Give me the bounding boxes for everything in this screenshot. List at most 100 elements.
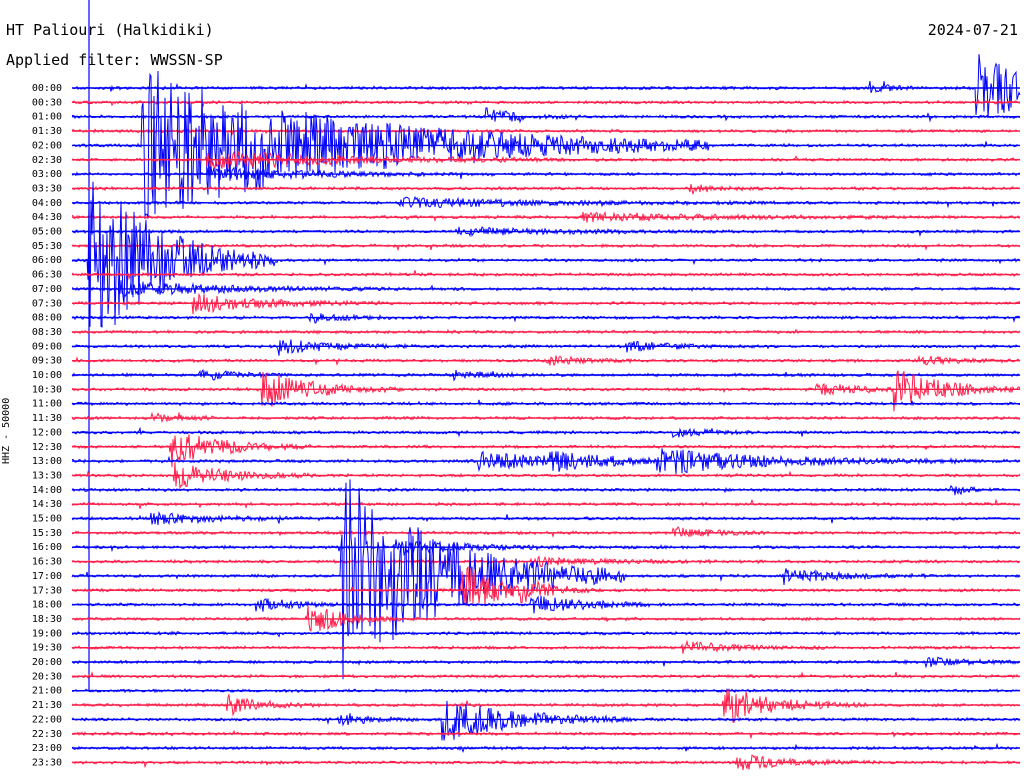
trace-path: [71, 498, 1021, 509]
time-label: 11:30: [32, 413, 62, 424]
time-label: 07:00: [32, 284, 62, 295]
trace-line: [71, 729, 1021, 740]
trace-line: [71, 166, 1021, 181]
time-label: 10:00: [32, 370, 62, 381]
trace-path: [71, 605, 1021, 632]
trace-line: [71, 411, 1020, 424]
time-label: 02:30: [32, 155, 62, 166]
trace-path: [71, 555, 1021, 568]
trace-path: [71, 399, 1020, 407]
time-label: 16:00: [32, 542, 62, 553]
trace-line: [71, 742, 1021, 754]
trace-path: [71, 370, 1021, 412]
time-label: 17:30: [32, 585, 62, 596]
time-label: 13:00: [32, 456, 62, 467]
time-label: 11:00: [32, 399, 62, 410]
trace-path: [71, 630, 1021, 638]
time-label: 17:00: [32, 571, 62, 582]
time-label: 19:30: [32, 643, 62, 654]
trace-path: [71, 107, 1021, 124]
time-label: 09:00: [32, 341, 62, 352]
trace-line: [71, 498, 1021, 509]
trace-line: [71, 565, 1021, 606]
trace-line: [71, 328, 1021, 335]
time-label: 07:30: [32, 298, 62, 309]
trace-line: [71, 656, 1021, 669]
time-label: 08:30: [32, 327, 62, 338]
trace-line: [71, 195, 1021, 209]
time-label: 23:00: [32, 743, 62, 754]
trace-line: [71, 484, 1021, 496]
time-label: 09:30: [32, 356, 62, 367]
time-label: 12:00: [32, 427, 62, 438]
filter-subtitle: Applied filter: WWSSN-SP: [6, 51, 223, 69]
trace-path: [71, 339, 1021, 356]
trace-path: [71, 479, 1021, 680]
time-label: 06:00: [32, 255, 62, 266]
trace-line: [71, 181, 1021, 328]
trace-line: [71, 526, 1021, 539]
trace-line: [71, 313, 1021, 324]
time-label: 03:00: [32, 169, 62, 180]
trace-line: [71, 292, 1021, 315]
time-label: 19:00: [32, 628, 62, 639]
trace-line: [71, 184, 1021, 195]
trace-line: [71, 270, 1021, 281]
time-label: 18:30: [32, 614, 62, 625]
trace-line: [71, 70, 1021, 219]
time-label: 04:00: [32, 198, 62, 209]
trace-line: [71, 426, 1021, 439]
trace-line: [71, 754, 1021, 771]
time-label: 13:30: [32, 470, 62, 481]
time-label: 05:30: [32, 241, 62, 252]
time-label: 22:00: [32, 714, 62, 725]
trace-path: [71, 484, 1021, 496]
trace-path: [71, 70, 1021, 219]
trace-path: [71, 166, 1021, 181]
time-label: 18:00: [32, 600, 62, 611]
trace-line: [71, 280, 1021, 298]
trace-line: [71, 54, 1021, 119]
trace-line: [71, 434, 1021, 468]
time-label: 03:30: [32, 183, 62, 194]
time-label: 15:30: [32, 528, 62, 539]
time-label: 20:00: [32, 657, 62, 668]
trace-line: [71, 639, 1021, 654]
trace-line: [71, 370, 1021, 412]
time-label: 12:30: [32, 442, 62, 453]
trace-line: [71, 462, 1021, 490]
trace-line: [71, 99, 1020, 107]
trace-line: [71, 555, 1021, 568]
trace-line: [71, 150, 1021, 170]
trace-path: [71, 700, 1021, 741]
trace-line: [71, 700, 1021, 741]
time-label: 00:30: [32, 97, 62, 108]
trace-path: [71, 292, 1021, 315]
trace-path: [71, 54, 1021, 119]
time-label: 14:30: [32, 499, 62, 510]
station-title: HT Paliouri (Halkidiki): [6, 21, 214, 39]
time-label: 04:30: [32, 212, 62, 223]
trace-line: [71, 479, 1021, 680]
trace-line: [71, 689, 1021, 723]
time-label: 23:30: [32, 757, 62, 768]
trace-line: [71, 226, 1021, 238]
trace-line: [71, 630, 1021, 638]
trace-line: [71, 605, 1021, 632]
trace-line: [71, 671, 1021, 680]
time-label: 01:30: [32, 126, 62, 137]
trace-line: [71, 448, 1021, 474]
trace-path: [71, 411, 1020, 424]
trace-line: [71, 399, 1020, 407]
time-label: 10:30: [32, 384, 62, 395]
time-label: 05:00: [32, 227, 62, 238]
time-label: 21:30: [32, 700, 62, 711]
trace-line: [71, 539, 1021, 557]
trace-path: [71, 226, 1021, 238]
trace-line: [71, 242, 1021, 252]
time-label: 15:00: [32, 514, 62, 525]
trace-line: [71, 339, 1021, 356]
trace-line: [71, 688, 1021, 694]
time-label: 20:30: [32, 671, 62, 682]
